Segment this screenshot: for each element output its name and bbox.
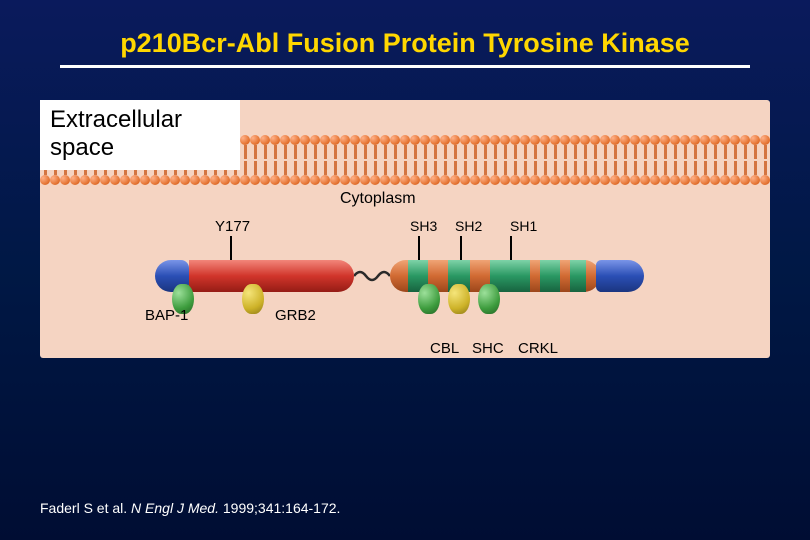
adapter-label-crkl: CRKL <box>518 340 558 357</box>
domain-label-sh2: SH2 <box>455 218 482 234</box>
tick-y177 <box>230 236 232 260</box>
tick-sh1 <box>510 236 512 260</box>
extracellular-label-2: space <box>50 134 230 162</box>
extracellular-label-1: Extracellular <box>50 106 230 134</box>
domain-label-y177: Y177 <box>215 218 250 235</box>
adapter-label-bap1: BAP-1 <box>145 307 188 324</box>
bcr-segment-2 <box>249 260 354 292</box>
adapter-label-shc: SHC <box>472 340 504 357</box>
citation-authors: Faderl S et al. <box>40 500 127 516</box>
abl-stripe-5 <box>570 260 586 292</box>
adapter-label-grb2: GRB2 <box>275 307 316 324</box>
breakpoint-connector <box>354 270 390 282</box>
diagram-box: Extracellular space Cytoplasm Y177 SH3 S… <box>40 100 770 358</box>
cbl-adapter-icon <box>418 284 440 314</box>
title-area: p210Bcr-Abl Fusion Protein Tyrosine Kina… <box>0 0 810 76</box>
bcr-segment-1 <box>189 260 249 292</box>
grb2-adapter-icon <box>242 284 264 314</box>
citation-journal: N Engl J Med. <box>131 500 219 516</box>
cytoplasm-label: Cytoplasm <box>340 190 416 208</box>
tick-sh3 <box>418 236 420 260</box>
abl-stripe-4 <box>540 260 560 292</box>
slide-title: p210Bcr-Abl Fusion Protein Tyrosine Kina… <box>40 28 770 59</box>
extracellular-label-box: Extracellular space <box>40 100 240 170</box>
domain-label-sh3: SH3 <box>410 218 437 234</box>
protein-cap-right <box>596 260 644 292</box>
domain-label-sh1: SH1 <box>510 218 537 234</box>
tick-sh2 <box>460 236 462 260</box>
citation-yearref: 1999;341:164-172. <box>223 500 341 516</box>
shc-adapter-icon <box>448 284 470 314</box>
citation: Faderl S et al. N Engl J Med. 1999;341:1… <box>40 500 340 516</box>
crkl-adapter-icon <box>478 284 500 314</box>
title-underline <box>60 65 750 68</box>
adapter-label-cbl: CBL <box>430 340 459 357</box>
